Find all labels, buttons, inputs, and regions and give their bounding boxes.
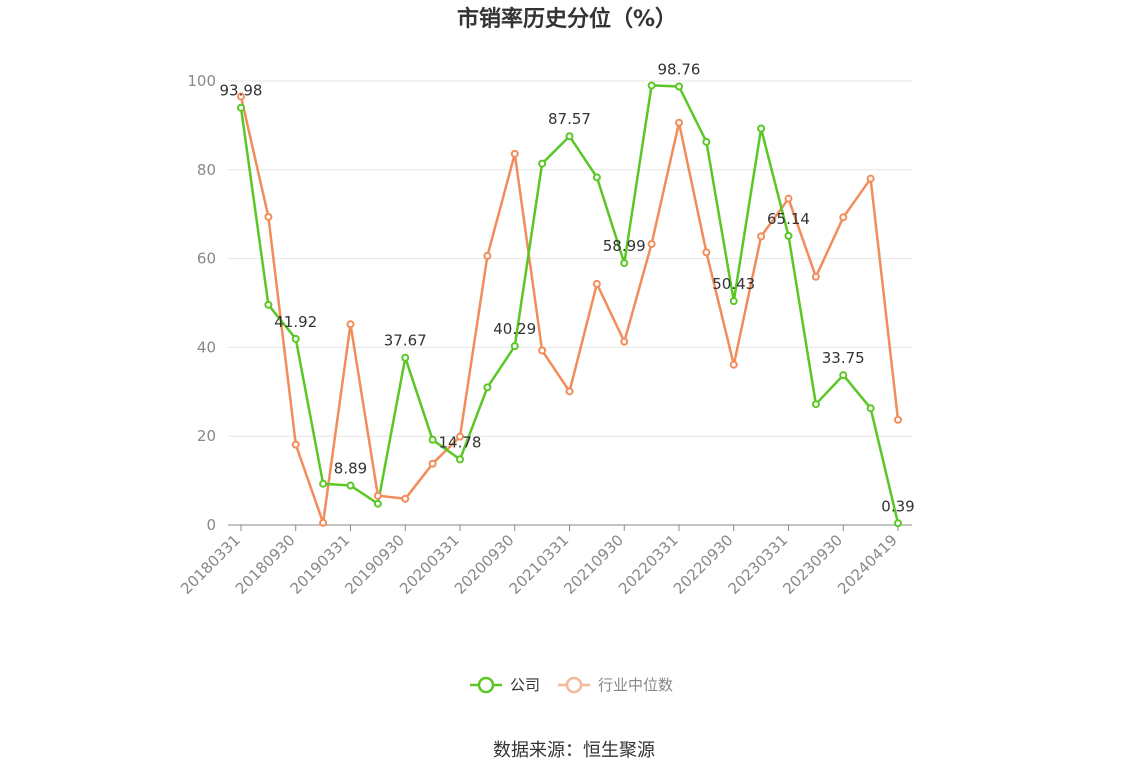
data-label: 50.43 [712, 275, 755, 293]
data-label: 40.29 [493, 320, 536, 338]
data-point [811, 272, 820, 281]
data-point [401, 494, 410, 503]
data-point [757, 124, 766, 133]
data-point [620, 259, 629, 268]
data-point [483, 251, 492, 260]
data-label: 65.14 [767, 210, 810, 228]
data-point [811, 400, 820, 409]
y-tick-label: 80 [197, 161, 216, 179]
data-labels: 93.98 41.92 8.89 37.67 14.78 40.29 87.57 58.99 9… [220, 61, 915, 516]
y-tick-label: 60 [197, 250, 216, 268]
data-label: 0.39 [881, 497, 914, 515]
data-point [538, 346, 547, 355]
x-axis [228, 524, 912, 531]
data-point [866, 404, 875, 413]
data-label: 33.75 [822, 349, 865, 367]
data-point [510, 149, 519, 158]
data-point [565, 132, 574, 141]
data-point [647, 81, 656, 90]
data-point [839, 213, 848, 222]
series-lines [239, 84, 900, 525]
data-point [538, 159, 547, 168]
data-label: 93.98 [220, 82, 263, 100]
data-point [237, 103, 245, 112]
chart-title: 市销率历史分位（%） [457, 6, 677, 32]
data-point [483, 383, 492, 392]
data-point [675, 118, 683, 127]
data-point [456, 432, 464, 441]
data-point [346, 481, 355, 490]
data-point [894, 415, 902, 424]
series-points [237, 81, 902, 528]
grid [228, 80, 912, 437]
legend-label: 公司 [510, 676, 540, 694]
series-line-0 [239, 84, 900, 524]
data-point [319, 518, 328, 527]
y-tick-label: 0 [206, 516, 216, 534]
data-point [620, 337, 629, 346]
data-point [428, 459, 437, 468]
data-point [291, 440, 300, 449]
data-label: 98.76 [658, 61, 701, 79]
data-source: 数据来源：恒生聚源 [493, 740, 655, 761]
data-point [319, 479, 328, 488]
y-tick-label: 100 [187, 72, 216, 90]
data-point [510, 342, 519, 351]
data-label: 37.67 [384, 332, 427, 350]
legend-marker [565, 676, 583, 694]
y-axis: 0 20 40 60 80 100 [187, 72, 216, 534]
data-point [757, 232, 766, 241]
data-point [784, 194, 793, 203]
data-point [702, 137, 711, 146]
y-tick-label: 40 [197, 338, 216, 356]
data-label: 58.99 [603, 237, 646, 255]
data-point [839, 371, 848, 380]
data-point [647, 239, 656, 248]
data-point [702, 248, 711, 257]
data-point [729, 297, 738, 306]
data-point [264, 300, 273, 309]
data-label: 87.57 [548, 110, 591, 128]
data-point [729, 360, 738, 369]
data-label: 41.92 [274, 313, 317, 331]
data-point [592, 279, 601, 288]
data-point [565, 387, 574, 396]
y-tick-label: 20 [197, 427, 216, 445]
legend-item-1[interactable]: 行业中位数 [558, 676, 673, 694]
data-point [237, 92, 245, 101]
data-point [373, 499, 382, 508]
data-point [894, 519, 902, 528]
data-point [784, 231, 793, 240]
legend-item-0[interactable]: 公司 [470, 676, 540, 694]
data-point [866, 174, 875, 183]
x-tick-labels: 2018033120180930201903312019093020200331… [177, 531, 901, 598]
data-point [401, 353, 410, 362]
data-point [346, 320, 355, 329]
data-point [456, 455, 464, 464]
data-point [373, 491, 382, 500]
legend[interactable]: 公司 行业中位数 [470, 676, 673, 694]
data-point [592, 173, 601, 182]
data-point [428, 435, 437, 444]
data-point [264, 212, 273, 221]
data-point [291, 334, 300, 343]
data-point [675, 82, 683, 91]
data-label: 8.89 [334, 460, 367, 478]
legend-label: 行业中位数 [598, 676, 673, 694]
x-tick-label: 20240419 [834, 531, 901, 598]
data-label: 14.78 [439, 433, 482, 451]
legend-marker [477, 676, 495, 694]
